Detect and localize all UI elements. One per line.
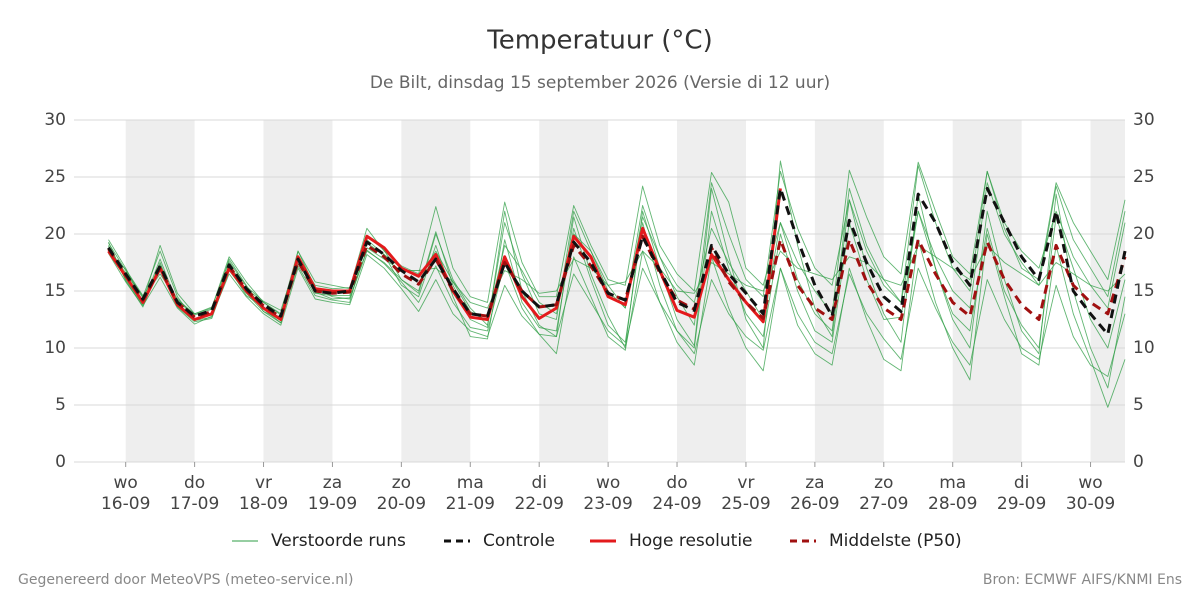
y-tick-label: 25 xyxy=(44,167,66,187)
y-tick-label: 20 xyxy=(44,224,66,244)
x-tick-label: 20-09 xyxy=(377,494,426,514)
x-tick-label: 30-09 xyxy=(1066,494,1115,514)
x-tick-day: ma xyxy=(939,473,966,493)
x-tick-day: za xyxy=(323,473,342,493)
legend-label: Verstoorde runs xyxy=(271,531,406,551)
legend-label: Middelste (P50) xyxy=(829,531,962,551)
x-tick-day: di xyxy=(1014,473,1030,493)
x-tick-label: 28-09 xyxy=(928,494,977,514)
chart-title: Temperatuur (°C) xyxy=(486,26,712,56)
y-tick-label: 0 xyxy=(55,452,66,472)
ensemble-line xyxy=(108,161,1126,315)
x-tick-day: wo xyxy=(1078,473,1102,493)
x-tick-day: zo xyxy=(392,473,411,493)
x-tick-day: vr xyxy=(737,473,754,493)
y2-tick-label: 20 xyxy=(1133,224,1155,244)
ensemble-line xyxy=(108,253,1126,377)
x-tick-day: di xyxy=(531,473,547,493)
y2-tick-label: 5 xyxy=(1133,395,1144,415)
x-tick-label: 17-09 xyxy=(170,494,219,514)
y2-tick-label: 10 xyxy=(1133,338,1155,358)
ensemble-line xyxy=(108,182,1126,332)
x-tick-label: 24-09 xyxy=(652,494,701,514)
legend-label: Controle xyxy=(483,531,555,551)
x-tick-label: 26-09 xyxy=(790,494,839,514)
x-tick-day: vr xyxy=(255,473,272,493)
y-tick-label: 30 xyxy=(44,110,66,130)
x-tick-label: 23-09 xyxy=(583,494,632,514)
chart-subtitle: De Bilt, dinsdag 15 september 2026 (Vers… xyxy=(370,73,830,93)
x-tick-day: wo xyxy=(114,473,138,493)
ensemble-line xyxy=(108,244,1126,315)
y2-tick-label: 30 xyxy=(1133,110,1155,130)
x-tick-label: 29-09 xyxy=(997,494,1046,514)
x-tick-label: 27-09 xyxy=(859,494,908,514)
x-tick-day: do xyxy=(184,473,205,493)
x-tick-label: 19-09 xyxy=(308,494,357,514)
ensemble-line xyxy=(108,160,1126,389)
y2-tick-label: 0 xyxy=(1133,452,1144,472)
x-tick-day: wo xyxy=(596,473,620,493)
x-tick-day: do xyxy=(666,473,687,493)
x-tick-day: zo xyxy=(874,473,893,493)
legend-label: Hoge resolutie xyxy=(629,531,753,551)
y-tick-label: 10 xyxy=(44,338,66,358)
y-tick-label: 15 xyxy=(44,281,66,301)
y2-tick-label: 15 xyxy=(1133,281,1155,301)
x-tick-day: za xyxy=(805,473,824,493)
y2-tick-label: 25 xyxy=(1133,167,1155,187)
x-tick-label: 22-09 xyxy=(514,494,563,514)
x-tick-label: 16-09 xyxy=(101,494,150,514)
footer-right: Bron: ECMWF AIFS/KNMI Ens xyxy=(983,572,1182,588)
footer-left: Gegenereerd door MeteoVPS (meteo-service… xyxy=(18,572,353,588)
x-tick-label: 18-09 xyxy=(239,494,288,514)
x-tick-label: 21-09 xyxy=(446,494,495,514)
y-tick-label: 5 xyxy=(55,395,66,415)
x-tick-day: ma xyxy=(457,473,484,493)
x-tick-label: 25-09 xyxy=(721,494,770,514)
